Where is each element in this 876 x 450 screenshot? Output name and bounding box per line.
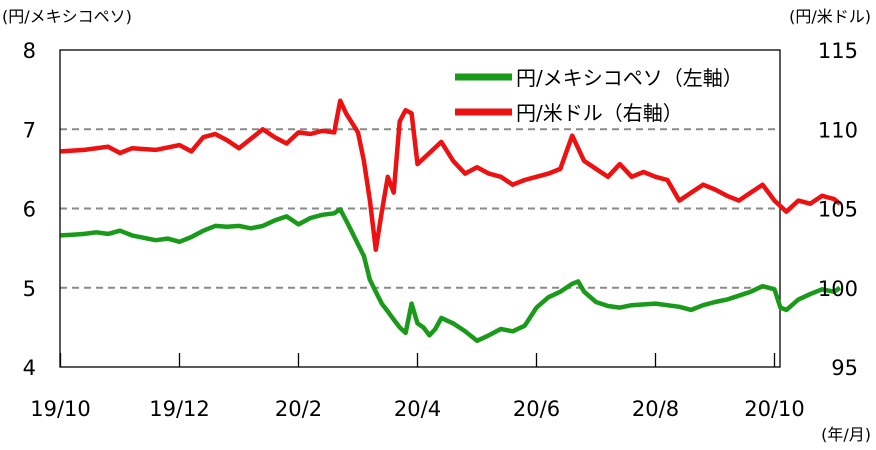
x-tick-marks [59,353,776,367]
legend-label-0: 円/メキシコペソ（左軸） [516,66,743,90]
series-lines [60,98,842,344]
x-tick-label-3: 20/4 [394,397,441,421]
series-line-1 [60,98,842,252]
left-tick-label-4: 8 [23,39,36,63]
left-tick-label-0: 4 [23,356,36,380]
right-tick-label-0: 95 [831,356,858,380]
series-line-0 [60,207,842,344]
left-tick-label-2: 6 [23,198,36,222]
right-tick-label-2: 105 [818,198,858,222]
x-tick-label-1: 19/12 [149,397,210,421]
x-tick-label-6: 20/10 [744,397,805,421]
x-axis-unit-label: (年/月) [821,425,871,444]
legend: 円/メキシコペソ（左軸） 円/米ドル（右軸） [455,66,743,125]
left-axis-unit-label: (円/メキシコペソ) [2,7,132,26]
right-tick-label-4: 115 [818,39,858,63]
x-tick-label-0: 19/10 [30,397,91,421]
right-axis-tick-labels: 95 100 105 110 115 [818,39,858,380]
right-tick-label-1: 100 [818,277,858,301]
gridlines [60,128,780,289]
x-axis-tick-labels: 19/10 19/12 20/2 20/4 20/6 20/8 20/10 [30,397,805,421]
legend-label-1: 円/米ドル（右軸） [516,101,683,125]
left-tick-label-3: 7 [23,118,36,142]
x-tick-label-4: 20/6 [513,397,560,421]
right-axis-unit-label: (円/米ドル) [789,7,871,26]
left-axis-tick-labels: 4 5 6 7 8 [23,39,36,380]
left-tick-label-1: 5 [23,277,36,301]
x-tick-label-5: 20/8 [632,397,679,421]
x-tick-label-2: 20/2 [275,397,322,421]
right-tick-label-3: 110 [818,118,858,142]
